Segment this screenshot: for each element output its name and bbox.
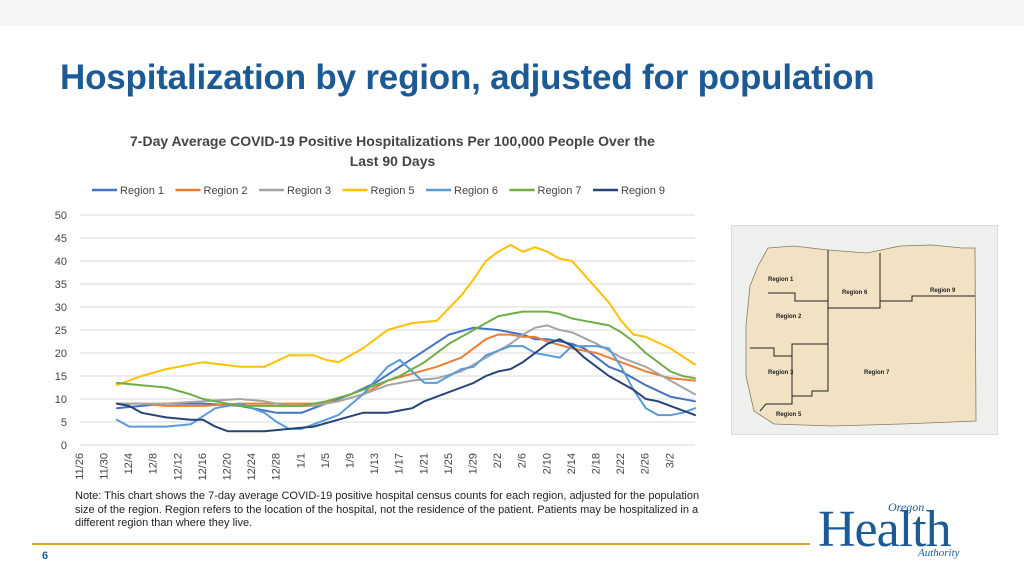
page-number: 6 — [42, 550, 49, 562]
map-label-region-3: Region 3 — [768, 370, 794, 376]
x-tick-label: 2/2 — [492, 453, 504, 468]
y-tick-label: 40 — [55, 256, 67, 268]
x-tick-label: 2/6 — [517, 453, 529, 468]
y-tick-label: 20 — [55, 348, 67, 360]
x-tick-label: 3/2 — [664, 453, 676, 468]
oregon-health-authority-logo: Oregon Health Authority — [818, 498, 978, 562]
series-line-region-3 — [115, 324, 696, 407]
y-tick-label: 30 — [55, 302, 67, 314]
map-label-region-9: Region 9 — [930, 288, 956, 294]
legend-label-region-6: Region 6 — [454, 185, 498, 197]
series-line-region-2 — [115, 333, 696, 407]
y-tick-label: 15 — [55, 371, 67, 383]
x-tick-label: 12/16 — [197, 453, 209, 481]
logo-authority-text: Authority — [918, 547, 960, 559]
x-tick-label: 12/28 — [271, 453, 283, 481]
x-tick-label: 11/30 — [99, 453, 111, 480]
slide-title: Hospitalization by region, adjusted for … — [60, 58, 875, 97]
logo-oregon-text: Oregon — [888, 500, 925, 514]
series-line-region-5 — [115, 243, 696, 387]
map-label-region-5: Region 5 — [776, 412, 802, 418]
x-tick-label: 2/10 — [541, 453, 553, 474]
legend-label-region-5: Region 5 — [371, 185, 415, 197]
y-tick-label: 35 — [55, 279, 67, 291]
legend-label-region-3: Region 3 — [287, 185, 331, 197]
y-tick-label: 25 — [55, 325, 67, 337]
series-line-region-9 — [115, 338, 696, 433]
top-band — [0, 0, 1024, 26]
map-label-region-6: Region 6 — [842, 290, 868, 296]
x-tick-label: 1/17 — [394, 453, 406, 474]
oregon-region-map: Region 1 Region 6 Region 9 Region 2 Regi… — [731, 225, 998, 435]
y-tick-label: 10 — [55, 394, 67, 406]
x-tick-label: 2/22 — [615, 453, 627, 474]
x-tick-label: 1/25 — [443, 453, 455, 474]
logo-health-text: Health — [818, 501, 952, 558]
region-labels: Region 1 Region 6 Region 9 Region 2 Regi… — [768, 277, 956, 418]
x-tick-label: 1/5 — [320, 453, 332, 468]
series-line-region-6 — [115, 345, 696, 430]
x-tick-label: 11/26 — [74, 453, 86, 480]
y-tick-label: 0 — [61, 440, 67, 452]
x-tick-label: 2/26 — [640, 453, 652, 474]
x-tick-label: 1/21 — [418, 453, 430, 474]
map-label-region-7: Region 7 — [864, 370, 890, 376]
x-tick-label: 12/12 — [172, 453, 184, 481]
x-tick-label: 12/20 — [222, 453, 234, 481]
map-label-region-1: Region 1 — [768, 277, 794, 283]
line-chart: 7-Day Average COVID-19 Positive Hospital… — [55, 133, 696, 481]
region-borders — [750, 250, 975, 412]
x-tick-label: 12/4 — [123, 453, 135, 474]
y-tick-label: 45 — [55, 233, 67, 245]
legend-label-region-1: Region 1 — [120, 185, 164, 197]
legend-label-region-7: Region 7 — [538, 185, 582, 197]
x-tick-label: 2/18 — [591, 453, 603, 474]
map-label-region-2: Region 2 — [776, 314, 802, 320]
footer-rule — [32, 543, 810, 545]
y-tick-label: 50 — [55, 210, 67, 222]
oregon-state-shape — [745, 244, 977, 427]
x-tick-label: 12/24 — [246, 453, 258, 481]
x-tick-label: 1/13 — [369, 453, 381, 474]
x-tick-label: 1/9 — [345, 453, 357, 468]
x-tick-label: 1/29 — [468, 453, 480, 474]
legend-label-region-9: Region 9 — [621, 185, 665, 197]
x-tick-label: 2/14 — [566, 453, 578, 474]
x-tick-label: 12/8 — [148, 453, 160, 474]
x-tick-label: 1/1 — [295, 453, 307, 468]
series-line-region-7 — [115, 310, 696, 407]
chart-title-line-1: 7-Day Average COVID-19 Positive Hospital… — [130, 133, 655, 149]
chart-title-line-2: Last 90 Days — [350, 153, 436, 169]
legend-label-region-2: Region 2 — [204, 185, 248, 197]
y-tick-label: 5 — [61, 417, 67, 429]
chart-note: Note: This chart shows the 7-day average… — [75, 490, 700, 529]
